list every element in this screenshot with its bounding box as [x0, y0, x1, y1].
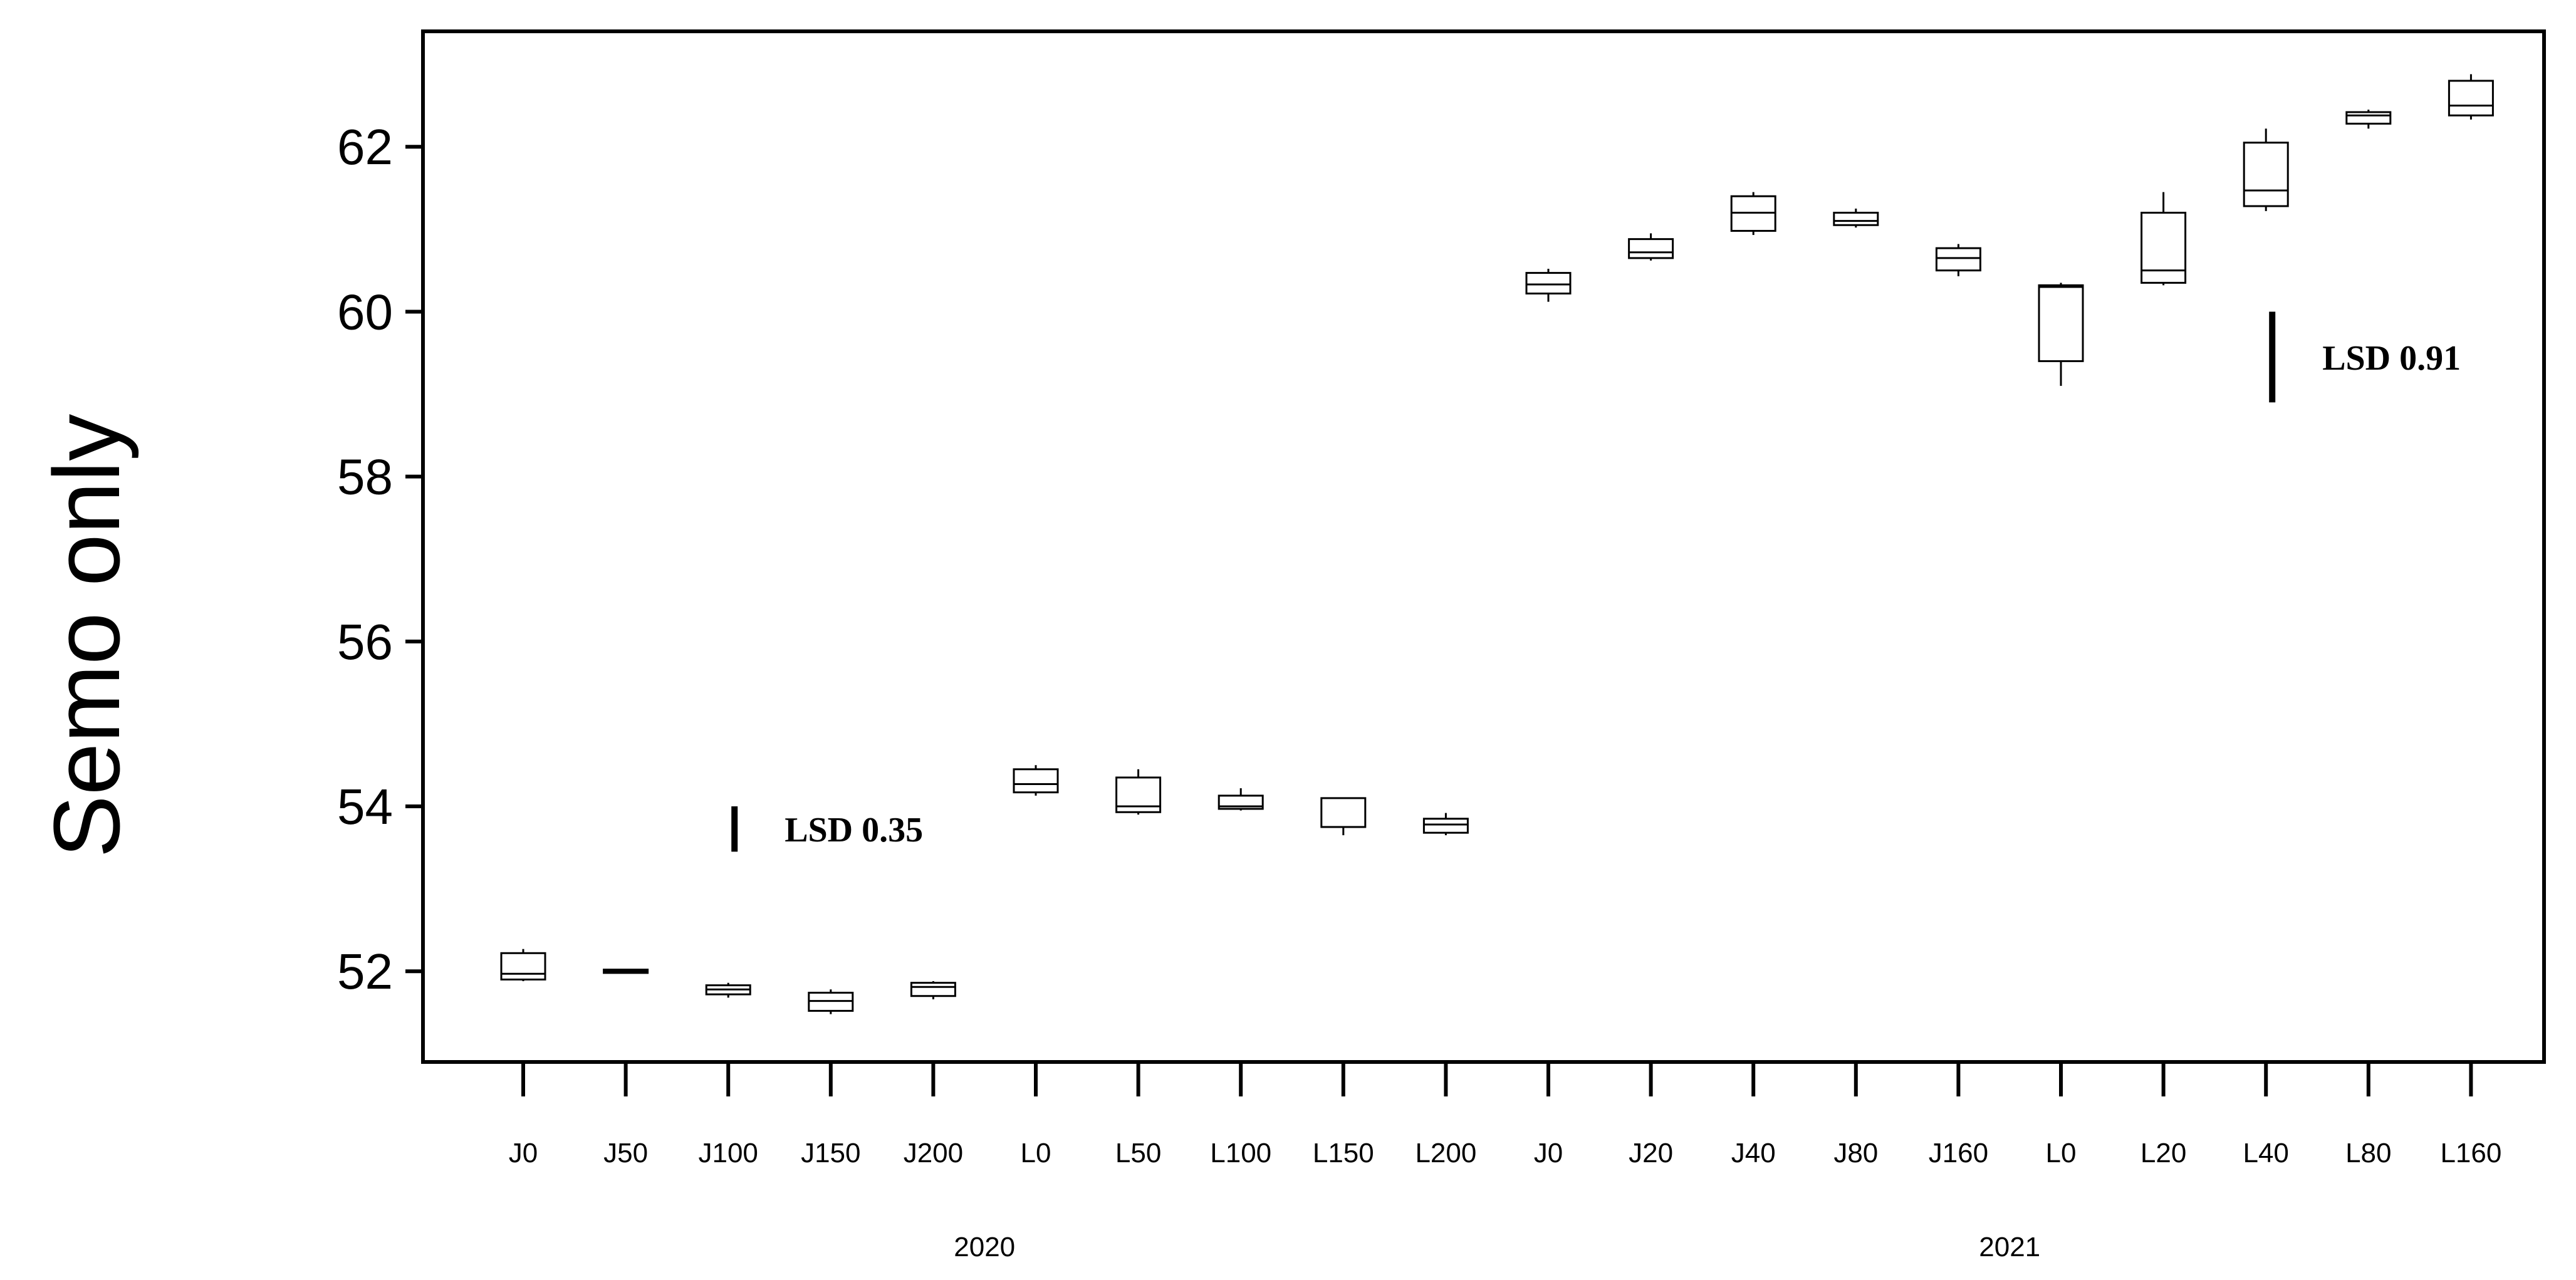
x-tick-label: L80 [2345, 1138, 2391, 1168]
box-2 [705, 982, 751, 998]
box-15 [2038, 283, 2084, 386]
lsd-label: LSD 0.35 [785, 811, 923, 850]
x-tick-label: L160 [2440, 1138, 2501, 1168]
box-iqr [1628, 238, 1674, 259]
box-14 [1935, 244, 1981, 276]
box-1 [603, 969, 649, 974]
x-tick-label: L100 [1210, 1138, 1271, 1168]
plot-frame [421, 29, 2546, 1064]
box-iqr [1525, 272, 1572, 294]
x-tick-label: J160 [1929, 1138, 1988, 1168]
x-tick-label: J40 [1731, 1138, 1776, 1168]
box-5 [1013, 765, 1059, 796]
boxes [500, 74, 2494, 1014]
box-18 [2345, 110, 2392, 129]
box-16 [2141, 192, 2187, 286]
x-axis: J0 J50 J100 J150 J200 L0 L50 L100 L150 L200 J0 J20 J… [509, 1062, 2501, 1168]
box-12 [1730, 192, 1776, 236]
x-tick-label: L0 [1021, 1138, 1051, 1168]
x-tick-label: J50 [603, 1138, 648, 1168]
y-tick-label: 58 [337, 449, 393, 505]
box-iqr [1422, 818, 1469, 834]
box-8 [1320, 797, 1367, 836]
y-tick-label: 62 [337, 119, 393, 175]
x-tick-label: L40 [2243, 1138, 2288, 1168]
x-tick-label: L150 [1313, 1138, 1374, 1168]
y-tick-label: 54 [337, 779, 393, 835]
x-tick-label: J100 [698, 1138, 758, 1168]
x-tick-label: L50 [1115, 1138, 1161, 1168]
x-tick-label: J0 [1534, 1138, 1563, 1168]
box-6 [1115, 769, 1162, 815]
box-iqr [2141, 212, 2187, 284]
x-tick-label: L20 [2141, 1138, 2186, 1168]
box-3 [808, 989, 854, 1014]
x-tick-label: J150 [801, 1138, 860, 1168]
x-tick-label: L0 [2046, 1138, 2077, 1168]
x-tick-label: J200 [904, 1138, 963, 1168]
y-tick-label: 60 [337, 284, 393, 340]
x-tick-label: J20 [1629, 1138, 1673, 1168]
x-tick-label: L200 [1415, 1138, 1476, 1168]
box-iqr [2243, 142, 2289, 207]
box-9 [1422, 813, 1469, 836]
box-iqr [1833, 212, 1879, 226]
group-label: 2021 [1979, 1232, 2040, 1262]
box-10 [1525, 269, 1572, 302]
box-7 [1218, 788, 1264, 811]
box-11 [1628, 233, 1674, 261]
box-iqr [1013, 768, 1059, 794]
lsd-annotations: LSD 0.35 LSD 0.91 [731, 311, 2461, 852]
lsd-label: LSD 0.91 [2322, 339, 2461, 378]
box-0 [500, 949, 546, 982]
box-4 [910, 981, 956, 999]
box-iqr [2448, 80, 2494, 117]
box-iqr [2038, 284, 2084, 362]
y-tick-label: 56 [337, 614, 393, 670]
box-17 [2243, 128, 2289, 211]
year-groups: 2020 2021 [954, 1232, 2040, 1262]
box-iqr [1320, 797, 1367, 828]
y-tick-label: 52 [337, 944, 393, 999]
y-axis-label: Semo only [34, 414, 139, 858]
box-iqr [910, 982, 956, 997]
box-13 [1833, 208, 1879, 228]
x-tick-label: J0 [509, 1138, 538, 1168]
group-label: 2020 [954, 1232, 1015, 1262]
box-iqr [2345, 111, 2392, 125]
box-iqr [1935, 247, 1981, 272]
y-axis: 52 54 56 58 60 62 [337, 119, 423, 999]
x-tick-label: J80 [1833, 1138, 1878, 1168]
box-iqr [500, 952, 546, 981]
box-19 [2448, 74, 2494, 120]
